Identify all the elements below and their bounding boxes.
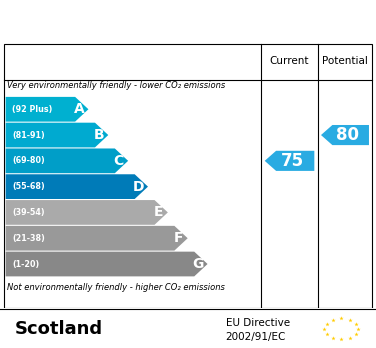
Text: Current: Current (270, 56, 309, 66)
Text: Very environmentally friendly - lower CO₂ emissions: Very environmentally friendly - lower CO… (7, 81, 225, 90)
Text: A: A (74, 102, 85, 116)
Text: Environmental Impact (CO₂) Rating: Environmental Impact (CO₂) Rating (43, 14, 333, 29)
Polygon shape (6, 174, 148, 199)
Text: Potential: Potential (322, 56, 368, 66)
Text: Not environmentally friendly - higher CO₂ emissions: Not environmentally friendly - higher CO… (7, 283, 224, 292)
Text: F: F (174, 231, 183, 245)
Polygon shape (6, 200, 168, 225)
Text: (39-54): (39-54) (12, 208, 45, 217)
Text: (21-38): (21-38) (12, 234, 45, 243)
Text: D: D (133, 180, 144, 193)
Text: C: C (114, 154, 124, 168)
Text: (92 Plus): (92 Plus) (12, 105, 53, 114)
Text: Scotland: Scotland (15, 320, 103, 338)
Polygon shape (265, 151, 314, 171)
Polygon shape (321, 125, 369, 145)
Text: (1-20): (1-20) (12, 260, 39, 269)
Text: 80: 80 (336, 126, 359, 144)
Polygon shape (6, 252, 208, 276)
Text: EU Directive: EU Directive (226, 318, 290, 328)
Text: (69-80): (69-80) (12, 156, 45, 165)
Text: (81-91): (81-91) (12, 130, 45, 140)
Text: 2002/91/EC: 2002/91/EC (226, 332, 286, 342)
Polygon shape (6, 97, 88, 121)
Polygon shape (6, 123, 108, 148)
Polygon shape (6, 149, 128, 173)
Polygon shape (6, 226, 188, 251)
Text: (55-68): (55-68) (12, 182, 45, 191)
Text: E: E (154, 205, 163, 220)
Text: 75: 75 (280, 152, 303, 170)
Text: B: B (94, 128, 104, 142)
Text: G: G (193, 257, 204, 271)
